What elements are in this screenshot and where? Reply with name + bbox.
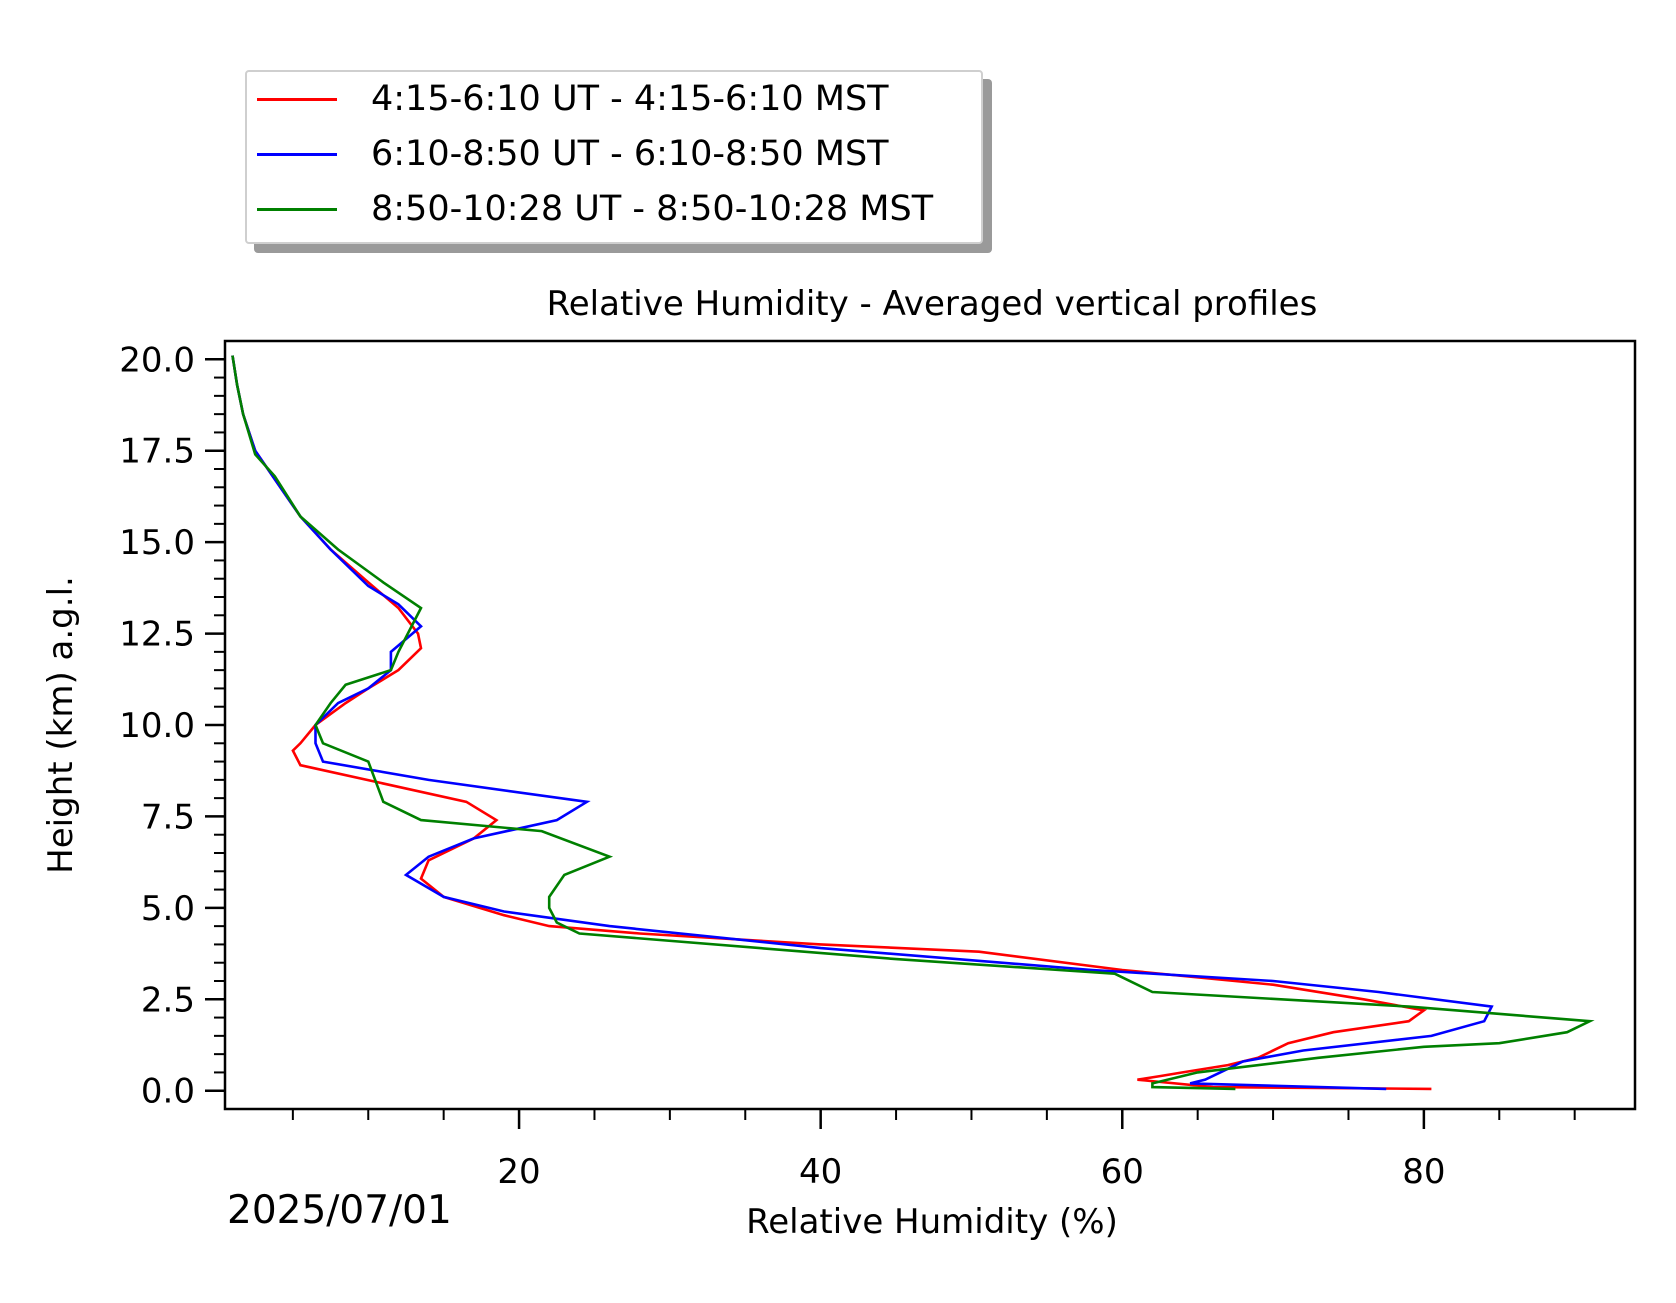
x-tick-label: 80: [1402, 1152, 1445, 1192]
plot-frame: [223, 339, 1637, 1111]
y-axis-label: Height (km) a.g.l.: [41, 576, 81, 874]
y-tick-label: 17.5: [119, 432, 195, 472]
legend-item: 4:15-6:10 UT - 4:15-6:10 MST: [257, 79, 889, 119]
chart-legend: 4:15-6:10 UT - 4:15-6:10 MST 6:10-8:50 U…: [245, 70, 983, 244]
x-tick-label: 40: [799, 1152, 842, 1192]
legend-item: 8:50-10:28 UT - 8:50-10:28 MST: [257, 189, 933, 229]
series-line-1: [231, 355, 1432, 1091]
x-tick-label: 20: [497, 1152, 540, 1192]
legend-swatch: [257, 97, 337, 101]
y-tick-label: 0.0: [141, 1072, 195, 1112]
legend-label: 8:50-10:28 UT - 8:50-10:28 MST: [371, 189, 934, 229]
x-axis-label: Relative Humidity (%): [746, 1202, 1118, 1242]
data-series: [231, 355, 1595, 1091]
y-tick-label: 2.5: [141, 980, 195, 1020]
x-tick-label: 60: [1101, 1152, 1144, 1192]
y-tick-label: 15.0: [119, 523, 195, 563]
legend-swatch: [257, 207, 337, 211]
y-tick-label: 7.5: [141, 797, 195, 837]
y-tick-label: 5.0: [141, 889, 195, 929]
date-label: 2025/07/01: [227, 1188, 452, 1233]
legend-label: 4:15-6:10 UT - 4:15-6:10 MST: [371, 79, 889, 119]
y-tick-label: 12.5: [119, 615, 195, 655]
legend-label: 6:10-8:50 UT - 6:10-8:50 MST: [371, 134, 889, 174]
series-line-3: [231, 355, 1595, 1091]
y-tick-label: 10.0: [119, 706, 195, 746]
chart-title: Relative Humidity - Averaged vertical pr…: [547, 284, 1318, 324]
y-axis-ticks: 0.0 2.5 5.0 7.5 10.0 12.5 15.0 17.5 20.0: [119, 340, 225, 1112]
legend-swatch: [257, 152, 337, 156]
y-tick-label: 20.0: [119, 340, 195, 380]
x-axis-ticks: 20 40 60 80: [291, 1109, 1576, 1192]
series-line-2: [231, 355, 1494, 1091]
legend-item: 6:10-8:50 UT - 6:10-8:50 MST: [257, 134, 889, 174]
